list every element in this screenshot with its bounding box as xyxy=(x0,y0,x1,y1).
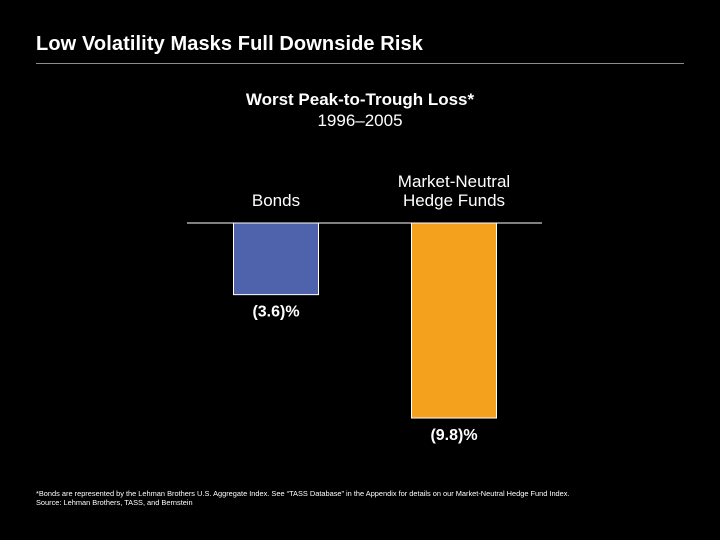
bar-0 xyxy=(233,222,319,296)
category-label-1-1: Hedge Funds xyxy=(403,191,505,210)
chart-subtitle: 1996–2005 xyxy=(317,111,403,130)
chart-title: Worst Peak-to-Trough Loss* xyxy=(245,90,475,109)
category-label-0-0: Bonds xyxy=(252,191,300,210)
footnote-line-1: *Bonds are represented by the Lehman Bro… xyxy=(36,489,570,498)
title-divider xyxy=(36,63,684,64)
bar-1 xyxy=(411,222,497,419)
slide-title: Low Volatility Masks Full Downside Risk xyxy=(36,33,423,55)
value-label-1: (9.8)% xyxy=(430,427,477,444)
category-label-1-0: Market-Neutral xyxy=(398,172,510,191)
value-label-0: (3.6)% xyxy=(252,304,299,321)
footnote: *Bonds are represented by the Lehman Bro… xyxy=(36,489,570,507)
footnote-source: Source: Lehman Brothers, TASS, and Berns… xyxy=(36,498,193,507)
